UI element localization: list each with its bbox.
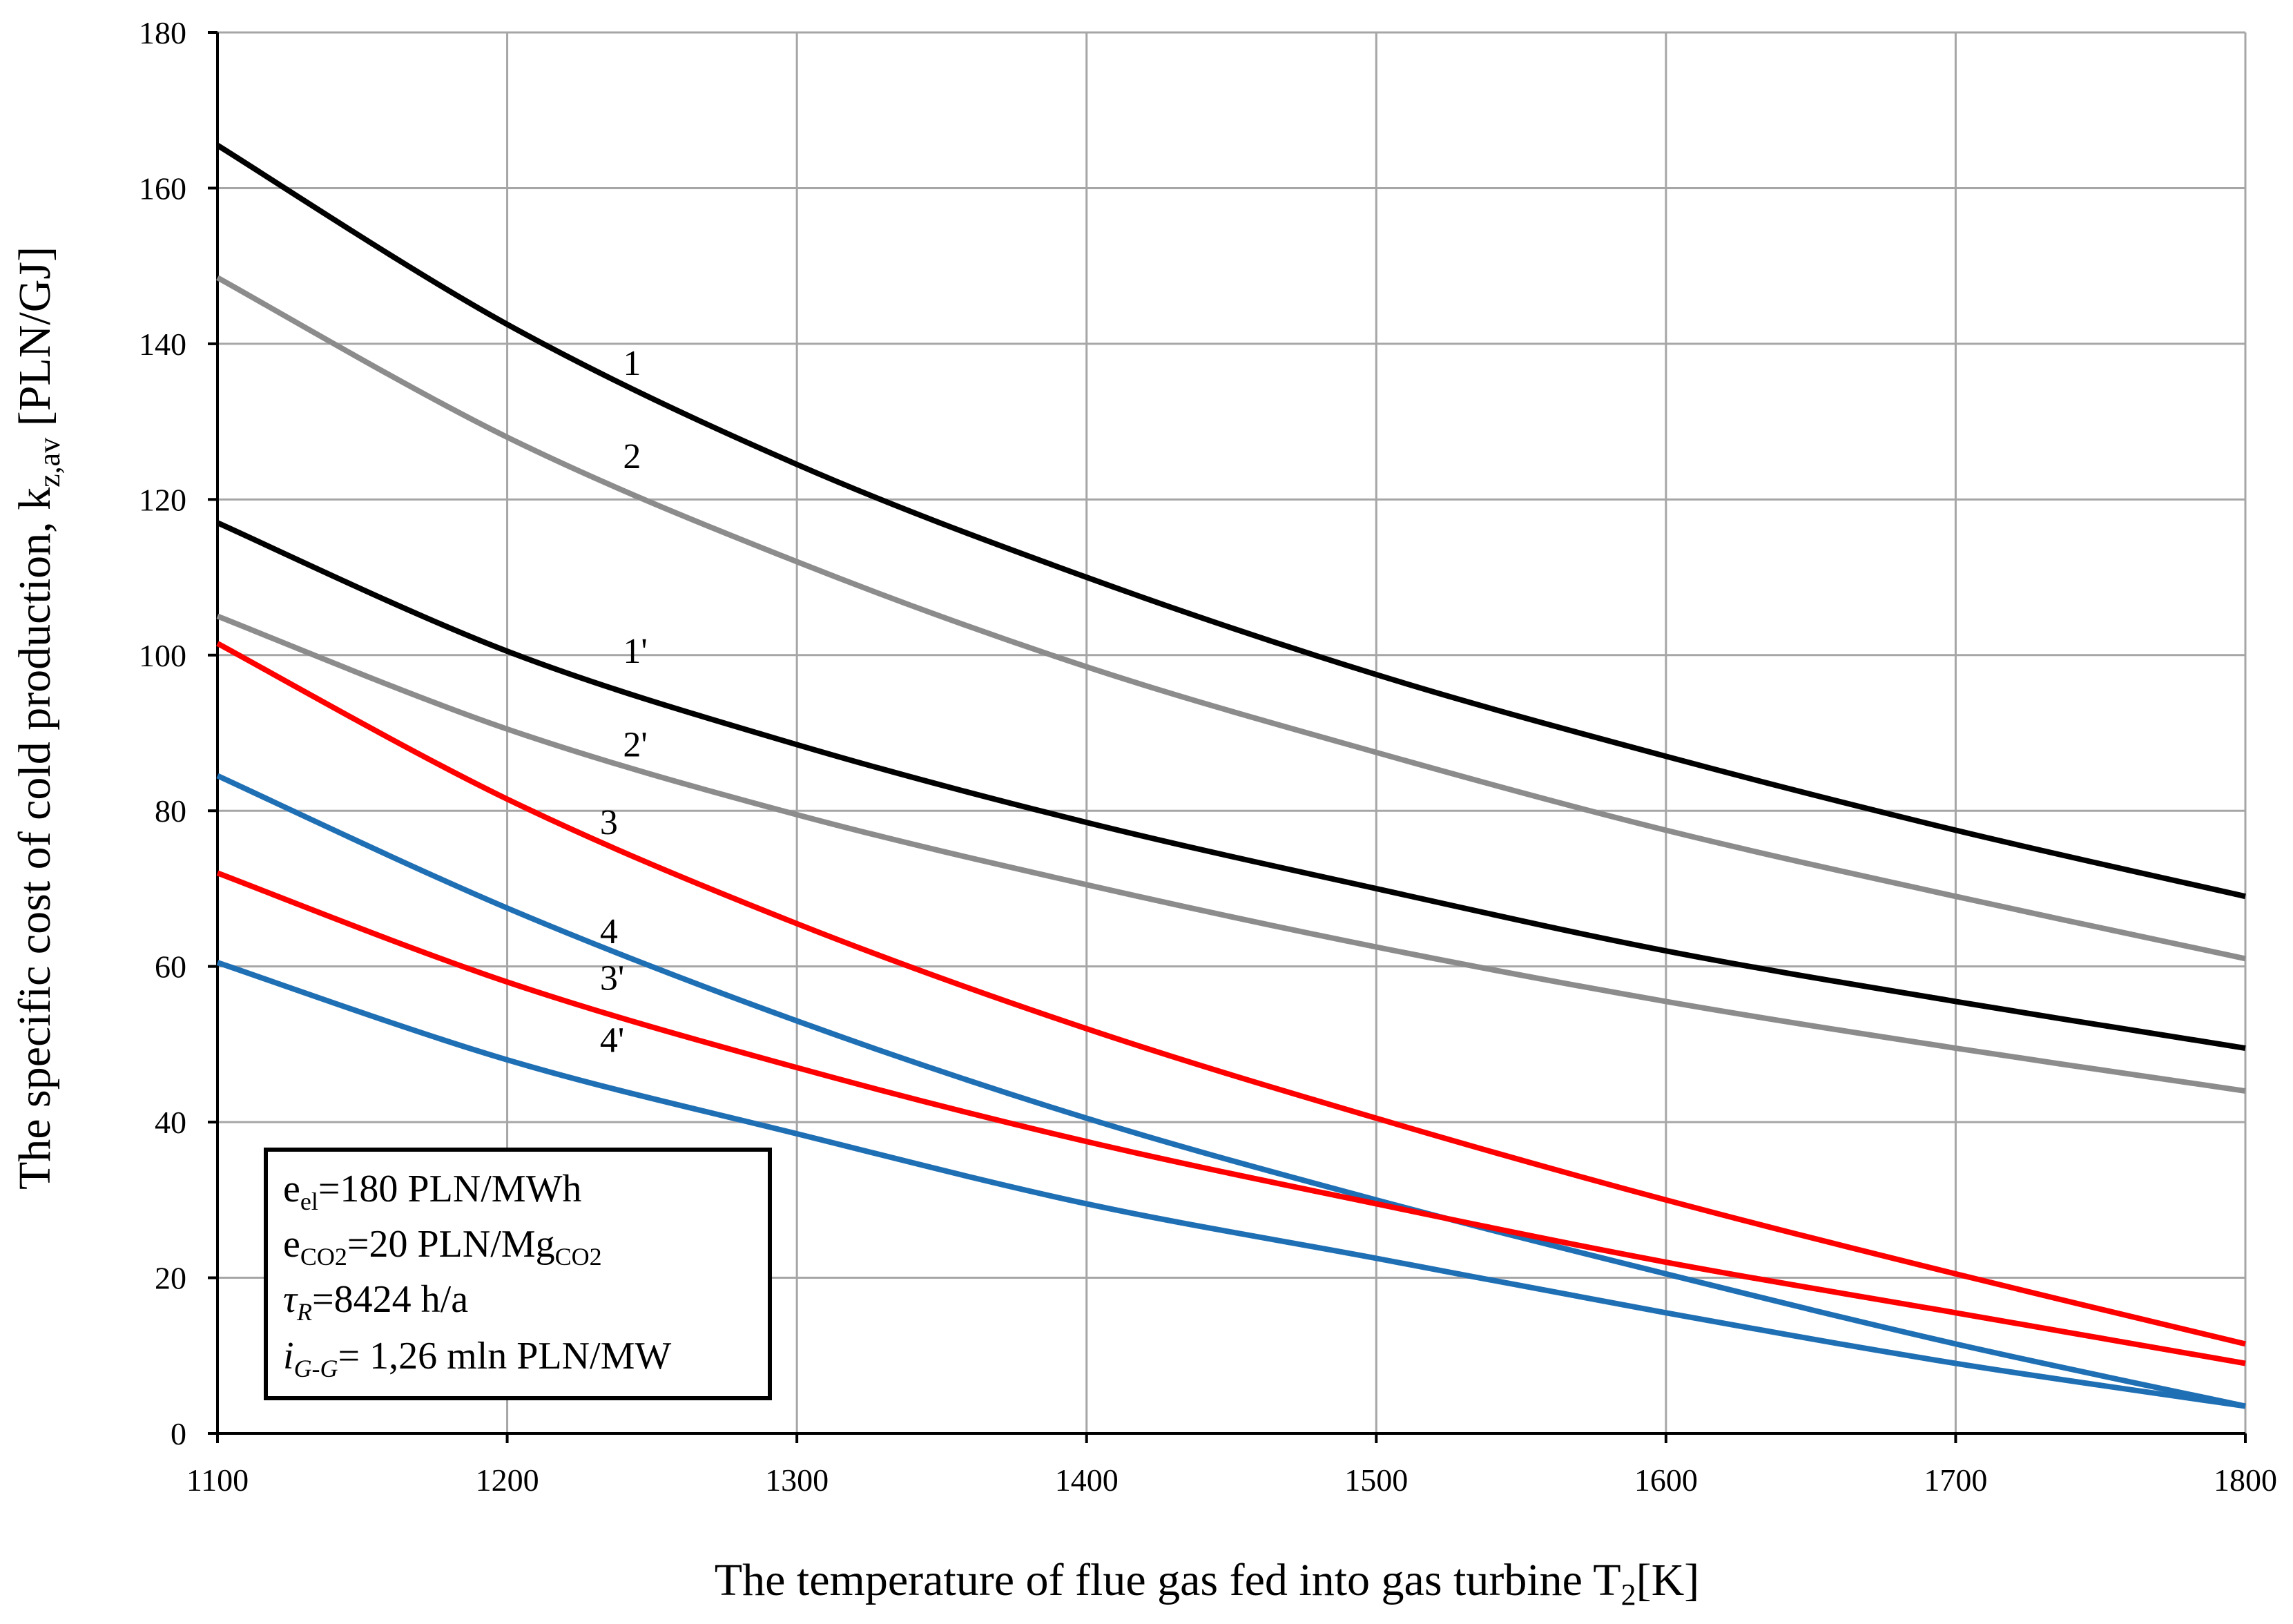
parameters-box: eel=180 PLN/MWh eCO2=20 PLN/MgCO2 τR=8424 … [264, 1148, 772, 1400]
y-tick-label: 20 [155, 1261, 186, 1296]
y-tick-label: 160 [139, 171, 186, 206]
x-tick-label: 1200 [476, 1462, 539, 1498]
x-tick-label: 1800 [2214, 1462, 2277, 1498]
parameter-line: τR=8424 h/a [283, 1278, 468, 1326]
series-line-1 [215, 143, 2246, 900]
curve-label-1p: 1' [623, 632, 647, 671]
y-tick-label: 100 [139, 638, 186, 673]
series-line-2 [216, 275, 2246, 962]
x-tick-label: 1700 [1924, 1462, 1987, 1498]
y-tick-labels: 0 20 40 60 80 100 120 140 160 180 [139, 15, 186, 1451]
y-tick-label: 40 [155, 1105, 186, 1140]
y-tick-label: 120 [139, 482, 186, 517]
x-axis-title-unit: [K] [1636, 1555, 1700, 1605]
y-tick-label: 80 [155, 793, 186, 829]
x-tick-labels: 1100 1200 1300 1400 1500 1600 1700 1800 [186, 1462, 2277, 1498]
parameters-box-frame [264, 1148, 772, 1400]
parameter-line: eCO2=20 PLN/MgCO2 [283, 1223, 602, 1270]
y-tick-label: 0 [171, 1416, 186, 1451]
x-tick-label: 1100 [186, 1462, 249, 1498]
curve-label-4: 4 [600, 912, 618, 951]
x-tick-label: 1400 [1055, 1462, 1119, 1498]
curve-labels: 1 2 1' 2'3 4 3' 4' [600, 344, 648, 1061]
x-tick-label: 1500 [1344, 1462, 1408, 1498]
x-tick-label: 1300 [765, 1462, 829, 1498]
x-axis-title-sub: 2 [1621, 1578, 1636, 1612]
y-axis-title-main: The specific cost of cold production, k [10, 487, 60, 1190]
parameters-box-lines: eel=180 PLN/MWh eCO2=20 PLN/MgCO2 τR=8424 … [283, 1168, 671, 1382]
y-tick-label: 140 [139, 327, 186, 362]
curve-label-2: 2 [623, 437, 641, 476]
parameter-line: iG-G= 1,26 mln PLN/MW [283, 1335, 671, 1382]
y-axis-title: The specific cost of cold production, kz… [10, 246, 66, 1190]
series-line-3 [216, 641, 2246, 1347]
series-lines [215, 143, 2246, 1409]
series-line-3p [216, 870, 2246, 1366]
x-tick-label: 1600 [1634, 1462, 1698, 1498]
x-axis-title-main: The temperature of flue gas fed into gas… [715, 1555, 1621, 1605]
y-tick-label: 60 [155, 949, 186, 985]
y-tick-label: 180 [139, 15, 186, 50]
curve-label-3p: 3' [600, 958, 624, 998]
series-line-1p [216, 520, 2246, 1051]
axes [208, 31, 2247, 1443]
curve-label-1: 1 [623, 344, 641, 383]
y-axis-title-sub: z,av [32, 438, 66, 487]
x-axis-title: The temperature of flue gas fed into gas… [715, 1555, 1699, 1612]
curve-label-3: 3 [600, 803, 618, 842]
y-axis-title-unit: [PLN/GJ] [10, 246, 60, 438]
curve-label-4p: 4' [600, 1021, 624, 1061]
series-line-4 [216, 773, 2246, 1409]
series-line-2p [216, 613, 2246, 1094]
series-line-4p [216, 960, 2246, 1409]
curve-label-2p: 2' [623, 725, 647, 764]
parameter-line: eel=180 PLN/MWh [283, 1168, 581, 1215]
